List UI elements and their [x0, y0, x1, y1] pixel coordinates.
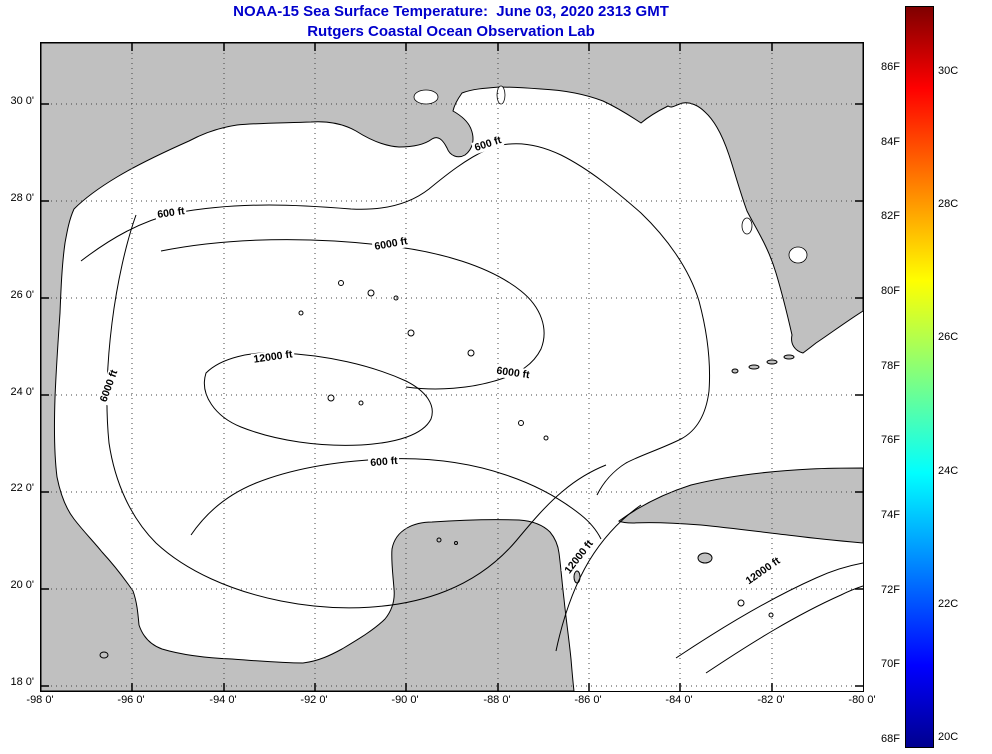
lon-tick-label: -90 0'	[391, 694, 419, 706]
colorbar-f-label: 84F	[881, 136, 900, 148]
colorbar-f-label: 78F	[881, 360, 900, 372]
colorbar-c-label: 30C	[938, 65, 959, 77]
page-title: NOAA-15 Sea Surface Temperature: June 03…	[233, 3, 669, 20]
colorbar-f-label: 68F	[881, 733, 900, 745]
contour-12000ft-yucatan-channel	[555, 504, 642, 652]
lake-pontchartrain	[413, 89, 439, 105]
bathymetry-contours	[80, 143, 863, 674]
mainland-landmass	[41, 43, 863, 691]
lon-tick-label: -80 0'	[848, 694, 876, 706]
contour-speck	[358, 400, 364, 406]
lon-tick-label: -86 0'	[574, 694, 602, 706]
contour-speck	[393, 295, 399, 301]
contour-600ft-north	[80, 143, 710, 496]
contour-6000ft-upper	[160, 239, 545, 390]
contour-speck	[518, 420, 524, 426]
lat-tick-label: 20 0'	[10, 579, 34, 591]
lon-tick-label: -82 0'	[757, 694, 785, 706]
contour-speck	[543, 435, 549, 441]
colorbar-f-label: 76F	[881, 434, 900, 446]
florida-keys-island	[748, 364, 760, 370]
lake-okeechobee	[788, 246, 808, 264]
contour-speck	[367, 289, 375, 297]
longitude-axis: -98 0' -96 0' -94 0' -92 0' -90 0' -88 0…	[26, 694, 875, 710]
colorbar-f-label: 82F	[881, 210, 900, 222]
colorbar-c-label: 20C	[938, 731, 959, 743]
lon-tick-label: -92 0'	[300, 694, 328, 706]
dry-tortugas-island	[731, 368, 739, 374]
florida-keys-island	[783, 354, 795, 360]
latitude-axis: 30 0' 28 0' 26 0' 24 0' 22 0' 20 0' 18 0…	[0, 42, 36, 690]
lon-tick-label: -94 0'	[209, 694, 237, 706]
contour-600ft-campeche	[190, 458, 602, 540]
axis-tick-marks	[41, 43, 863, 691]
lon-tick-label: -88 0'	[483, 694, 511, 706]
colorbar-c-label: 24C	[938, 465, 959, 477]
figure-header: NOAA-15 Sea Surface Temperature: June 03…	[40, 2, 862, 42]
graticule-grid	[41, 43, 863, 691]
temperature-colorbar	[905, 6, 934, 748]
tampa-bay	[741, 217, 753, 235]
contour-speck	[338, 280, 344, 286]
page-subtitle: Rutgers Coastal Ocean Observation Lab	[307, 23, 595, 40]
lat-tick-label: 26 0'	[10, 289, 34, 301]
colorbar-c-label: 26C	[938, 331, 959, 343]
contour-speck	[737, 599, 745, 607]
isla-juventud-island	[697, 552, 713, 564]
lat-tick-label: 24 0'	[10, 386, 34, 398]
colorbar-c-label: 28C	[938, 198, 959, 210]
contour-6000ft-outer	[106, 214, 607, 609]
colorbar-gradient	[906, 7, 933, 747]
lon-tick-label: -96 0'	[117, 694, 145, 706]
cuba-landmass	[618, 467, 863, 544]
lon-tick-label: -84 0'	[665, 694, 693, 706]
colorbar-f-label: 74F	[881, 509, 900, 521]
colorbar-f-label: 72F	[881, 584, 900, 596]
lat-tick-label: 22 0'	[10, 482, 34, 494]
gulf-of-mexico-map: 600 ft 600 ft 6000 ft 6000 ft 12000 ft 6…	[40, 42, 864, 692]
contour-12000ft-caribbean	[675, 562, 863, 659]
lat-tick-label: 18 0'	[10, 676, 34, 688]
small-island	[99, 651, 109, 659]
colorbar-f-label: 80F	[881, 285, 900, 297]
colorbar-f-label: 86F	[881, 61, 900, 73]
contour-speck	[407, 329, 415, 337]
contour-speck	[467, 349, 475, 357]
contour-speck	[298, 310, 304, 316]
lon-tick-label: -98 0'	[26, 694, 54, 706]
contour-speck	[327, 394, 335, 402]
colorbar-c-label: 22C	[938, 598, 959, 610]
cozumel-island	[573, 570, 581, 584]
lat-tick-label: 28 0'	[10, 192, 34, 204]
colorbar-f-label: 70F	[881, 658, 900, 670]
lat-tick-label: 30 0'	[10, 95, 34, 107]
map-canvas	[41, 43, 863, 691]
contour-speck	[454, 541, 458, 545]
contour-speck	[768, 612, 774, 618]
contour-speck	[436, 537, 442, 543]
